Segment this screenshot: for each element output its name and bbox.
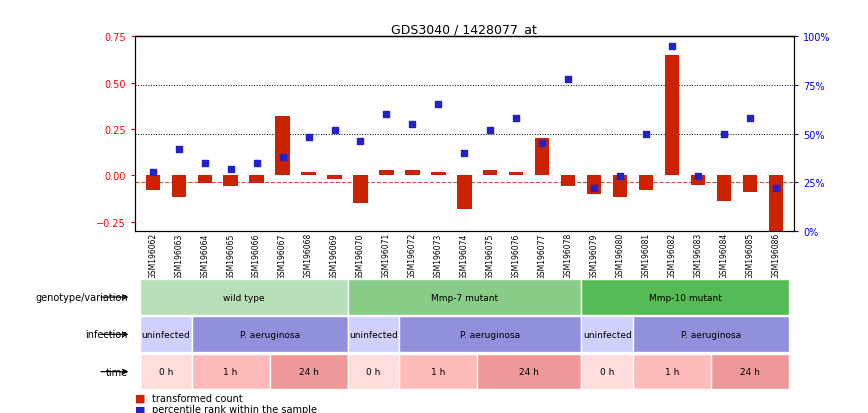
- Bar: [405, 170, 419, 176]
- Bar: [270, 354, 347, 389]
- Bar: [717, 176, 731, 202]
- Title: GDS3040 / 1428077_at: GDS3040 / 1428077_at: [391, 23, 537, 36]
- Bar: [639, 176, 654, 191]
- Text: percentile rank within the sample: percentile rank within the sample: [152, 404, 317, 413]
- Point: [198, 160, 212, 167]
- Text: 1 h: 1 h: [223, 367, 238, 376]
- Point: [379, 112, 393, 118]
- Bar: [769, 176, 783, 231]
- Text: P. aeruginosa: P. aeruginosa: [460, 330, 521, 339]
- Bar: [172, 176, 186, 198]
- Bar: [431, 172, 445, 176]
- Text: ■: ■: [135, 404, 145, 413]
- Point: [172, 147, 186, 153]
- Point: [769, 185, 783, 192]
- Text: 0 h: 0 h: [600, 367, 615, 376]
- Point: [327, 127, 341, 134]
- Text: 0 h: 0 h: [159, 367, 173, 376]
- Point: [224, 166, 238, 173]
- Bar: [379, 170, 393, 176]
- Text: P. aeruginosa: P. aeruginosa: [240, 330, 299, 339]
- Point: [146, 170, 160, 176]
- Text: uninfected: uninfected: [582, 330, 632, 339]
- Bar: [140, 317, 192, 352]
- Point: [353, 139, 367, 145]
- Bar: [327, 176, 342, 180]
- Bar: [582, 354, 633, 389]
- Text: 24 h: 24 h: [519, 367, 539, 376]
- Bar: [613, 176, 628, 198]
- Point: [276, 154, 290, 161]
- Bar: [691, 176, 706, 185]
- Bar: [347, 317, 399, 352]
- Bar: [223, 176, 238, 187]
- Bar: [347, 280, 582, 315]
- Bar: [140, 280, 347, 315]
- Text: 24 h: 24 h: [740, 367, 760, 376]
- Point: [536, 141, 549, 147]
- Bar: [275, 116, 290, 176]
- Bar: [353, 176, 368, 204]
- Point: [588, 185, 602, 192]
- Bar: [633, 317, 789, 352]
- Text: 0 h: 0 h: [366, 367, 381, 376]
- Bar: [633, 354, 711, 389]
- Text: P. aeruginosa: P. aeruginosa: [681, 330, 741, 339]
- Bar: [743, 176, 757, 192]
- Text: Mmp-10 mutant: Mmp-10 mutant: [648, 293, 721, 302]
- Point: [639, 131, 653, 138]
- Bar: [192, 354, 270, 389]
- Point: [431, 102, 445, 109]
- Point: [665, 44, 679, 50]
- Text: uninfected: uninfected: [141, 330, 190, 339]
- Bar: [477, 354, 582, 389]
- Bar: [536, 139, 549, 176]
- Bar: [457, 176, 471, 209]
- Point: [457, 150, 471, 157]
- Text: time: time: [106, 367, 128, 377]
- Text: wild type: wild type: [223, 293, 265, 302]
- Bar: [582, 317, 633, 352]
- Bar: [249, 176, 264, 183]
- Text: ■: ■: [135, 393, 145, 403]
- Bar: [301, 172, 316, 176]
- Bar: [347, 354, 399, 389]
- Bar: [711, 354, 789, 389]
- Point: [483, 127, 497, 134]
- Text: Mmp-7 mutant: Mmp-7 mutant: [431, 293, 498, 302]
- Bar: [510, 172, 523, 176]
- Bar: [582, 280, 789, 315]
- Text: genotype/variation: genotype/variation: [36, 292, 128, 302]
- Bar: [399, 317, 582, 352]
- Bar: [399, 354, 477, 389]
- Point: [691, 173, 705, 180]
- Point: [250, 160, 264, 167]
- Point: [301, 135, 315, 141]
- Bar: [140, 354, 192, 389]
- Bar: [192, 317, 347, 352]
- Bar: [587, 176, 602, 194]
- Point: [405, 121, 419, 128]
- Text: uninfected: uninfected: [349, 330, 398, 339]
- Bar: [561, 176, 575, 187]
- Text: 1 h: 1 h: [431, 367, 445, 376]
- Text: transformed count: transformed count: [152, 393, 243, 403]
- Bar: [665, 56, 680, 176]
- Point: [510, 115, 523, 122]
- Point: [562, 76, 575, 83]
- Text: 24 h: 24 h: [299, 367, 319, 376]
- Point: [743, 115, 757, 122]
- Bar: [483, 170, 497, 176]
- Text: infection: infection: [85, 330, 128, 339]
- Point: [717, 131, 731, 138]
- Text: 1 h: 1 h: [665, 367, 680, 376]
- Point: [614, 173, 628, 180]
- Bar: [198, 176, 212, 183]
- Bar: [146, 176, 160, 191]
